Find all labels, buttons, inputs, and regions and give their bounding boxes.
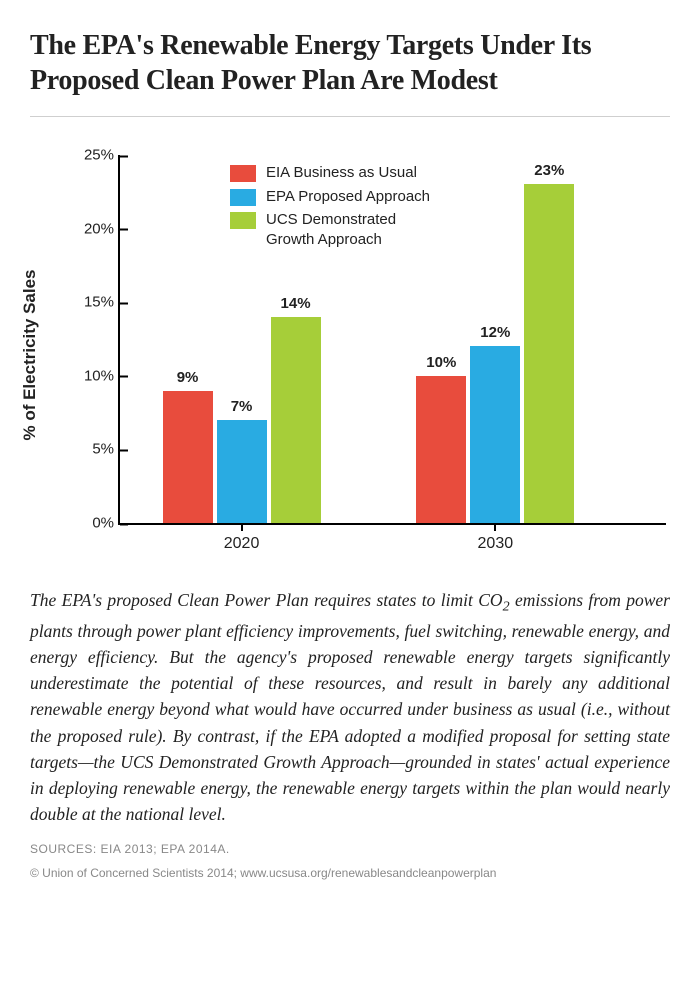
x-tick-mark — [494, 523, 496, 531]
bar: 14% — [271, 317, 321, 523]
legend-label: EIA Business as Usual — [266, 163, 417, 183]
legend-item: EIA Business as Usual — [230, 163, 446, 183]
legend: EIA Business as Usual EPA Proposed Approa… — [230, 163, 446, 253]
caption-text: The EPA's proposed Clean Power Plan requ… — [30, 587, 670, 828]
legend-label: UCS Demonstrated Growth Approach — [266, 210, 446, 249]
y-tick-label: 5% — [70, 441, 114, 458]
y-tick-label: 0% — [70, 515, 114, 532]
copyright-text: © Union of Concerned Scientists 2014; ww… — [30, 866, 670, 880]
y-axis-label: % of Electricity Sales — [20, 269, 40, 440]
page-title: The EPA's Renewable Energy Targets Under… — [30, 28, 670, 98]
x-tick-mark — [241, 523, 243, 531]
bar-value-label: 7% — [231, 398, 253, 415]
bar: 10% — [416, 376, 466, 523]
legend-swatch — [230, 189, 256, 206]
y-tick-label: 15% — [70, 294, 114, 311]
sources-text: SOURCES: EIA 2013; EPA 2014A. — [30, 842, 670, 856]
y-tick-label: 25% — [70, 147, 114, 164]
x-tick-label: 2020 — [224, 535, 260, 553]
bar: 12% — [470, 346, 520, 523]
divider — [30, 116, 670, 117]
legend-item: UCS Demonstrated Growth Approach — [230, 210, 446, 249]
bar-value-label: 14% — [281, 295, 311, 312]
bar-chart: % of Electricity Sales 0%5%10%15%20%25%2… — [40, 145, 660, 565]
bar-value-label: 10% — [426, 354, 456, 371]
legend-item: EPA Proposed Approach — [230, 187, 446, 207]
y-tick-label: 10% — [70, 367, 114, 384]
y-tick-label: 20% — [70, 220, 114, 237]
bar: 9% — [163, 391, 213, 523]
bar: 7% — [217, 420, 267, 523]
legend-swatch — [230, 165, 256, 182]
legend-swatch — [230, 212, 256, 229]
bar-value-label: 23% — [534, 162, 564, 179]
bar-value-label: 12% — [480, 324, 510, 341]
x-axis-extension — [650, 523, 666, 525]
legend-label: EPA Proposed Approach — [266, 187, 430, 207]
bar: 23% — [524, 184, 574, 523]
x-tick-label: 2030 — [478, 535, 514, 553]
bar-value-label: 9% — [177, 369, 199, 386]
plot-area: 0%5%10%15%20%25%20209%7%14%203010%12%23%… — [118, 155, 650, 525]
